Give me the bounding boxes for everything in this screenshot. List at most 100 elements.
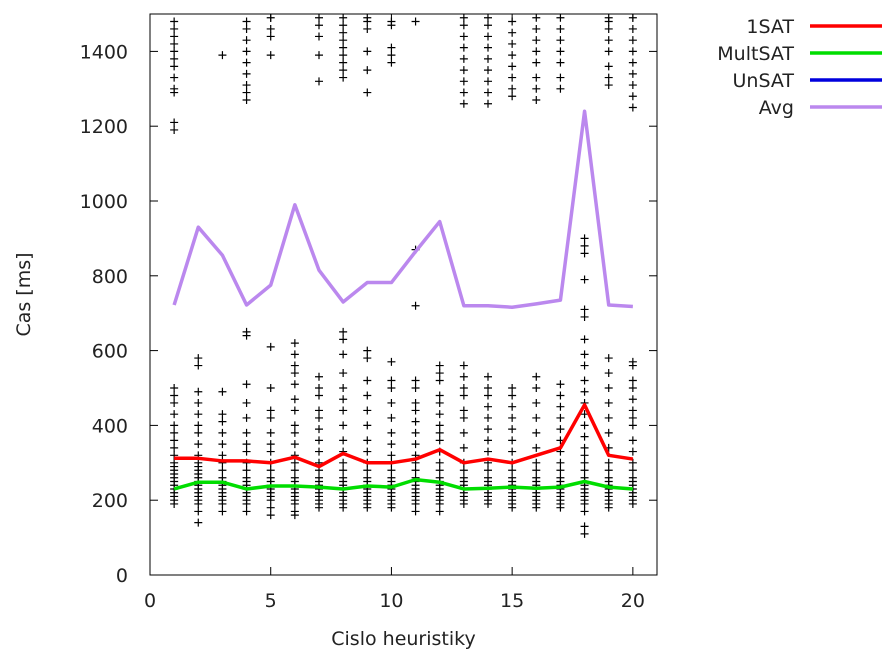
legend: 1SAT MultSAT UnSAT Avg [717,16,882,119]
series-line-multsat [173,477,633,491]
scatter-point [459,21,468,30]
scatter-point [532,466,541,475]
scatter-point [242,466,251,475]
scatter-point [387,58,396,67]
scatter-point [532,428,541,437]
scatter-point [628,92,637,101]
scatter-point [508,466,517,475]
scatter-point [387,376,396,385]
scatter-point [580,249,589,258]
scatter-point [170,125,179,134]
scatter-point [387,43,396,52]
scatter-point [170,118,179,127]
scatter-point [628,58,637,67]
scatter-point [290,428,299,437]
scatter-point [580,361,589,370]
scatter-point [266,428,275,437]
scatter-point [604,428,613,437]
scatter-point [339,327,348,336]
scatter-point [242,473,251,482]
scatter-point [508,391,517,400]
scatter-point [532,73,541,82]
scatter-point [194,421,203,430]
scatter-point [218,451,227,460]
scatter-point [411,507,420,516]
scatter-point [459,413,468,422]
scatter-point [532,473,541,482]
scatter-point [339,73,348,82]
scatter-point [580,241,589,250]
scatter-point [532,458,541,467]
scatter-point [556,413,565,422]
scatter-point [435,436,444,445]
scatter-point [170,32,179,41]
scatter-point [170,17,179,26]
scatter-point [508,39,517,48]
scatter-point [411,384,420,392]
scatter-point [484,99,492,108]
scatter-point [242,413,251,422]
scatter-point [556,47,565,56]
scatter-point [387,357,396,366]
scatter-point [339,458,348,467]
scatter-point [532,47,541,56]
scatter-point [339,384,348,392]
scatter-point [508,425,517,434]
scatter-point [604,398,613,407]
scatter-point [315,406,323,415]
scatter-point [170,398,179,407]
scatter-point [411,398,420,407]
y-tick-label: 1000 [80,191,128,213]
scatter-point [387,413,396,422]
scatter-point [532,13,541,22]
scatter-point [290,369,299,378]
scatter-point [218,473,227,482]
scatter-point [435,391,444,400]
scatter-point [532,384,541,392]
scatter-point [508,73,517,82]
series-lines [172,109,634,491]
scatter-point [218,466,227,475]
scatter-point [339,350,348,359]
scatter-point [484,54,492,63]
scatter-point [484,43,492,52]
scatter-point [508,402,517,411]
scatter-point [170,458,179,467]
scatter-point [580,350,589,359]
scatter-point [532,36,541,45]
scatter-point [363,466,372,475]
scatter-point [532,413,541,422]
scatter-point [435,410,444,419]
scatter-point [363,346,372,355]
scatter-point [628,413,637,422]
scatter-point [315,21,323,30]
scatter-point [290,466,299,475]
scatter-point [218,387,227,396]
scatter-point [194,410,203,419]
scatter-point [484,413,492,422]
scatter-point [532,96,541,105]
legend-label: 1SAT [746,16,794,38]
scatter-point [242,24,251,33]
scatter-point [459,43,468,52]
scatter-point [508,436,517,445]
scatter-point [508,384,517,392]
scatter-point [508,84,517,93]
scatter-point [556,13,565,22]
scatter-point [266,342,275,351]
scatter-point [315,372,323,381]
scatter-point [363,436,372,445]
x-tick-label: 15 [500,590,524,612]
scatter-point [194,440,203,449]
scatter-point [484,466,492,475]
scatter-point [628,406,637,415]
scatter-point [339,13,348,22]
scatter-point [508,28,517,37]
scatter-point [628,36,637,45]
scatter-point [459,391,468,400]
scatter-point [484,66,492,75]
scatter-point [170,421,179,430]
scatter-point [315,391,323,400]
scatter-point [170,428,179,437]
